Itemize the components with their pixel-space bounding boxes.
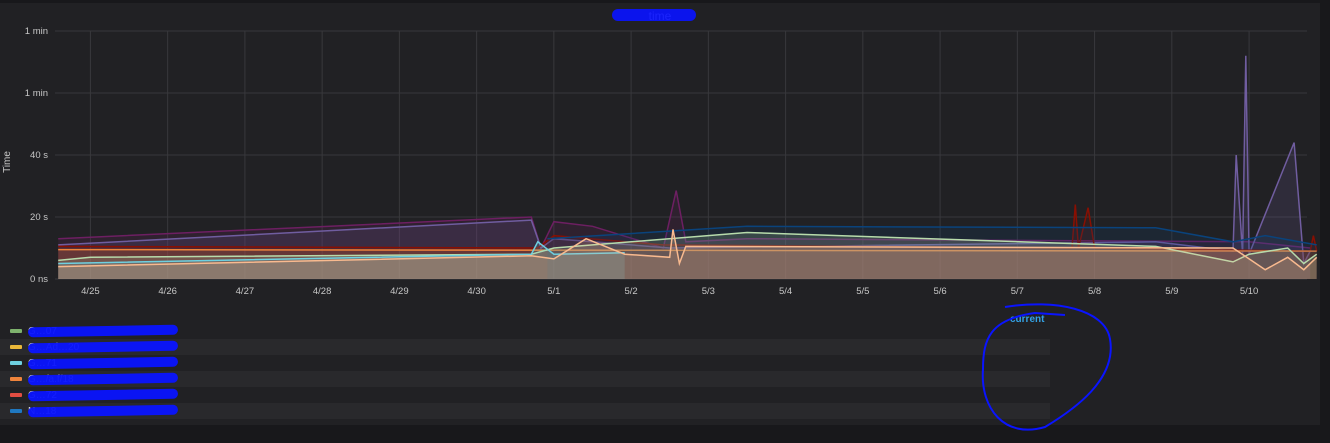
series-area <box>547 226 1317 279</box>
legend-item[interactable]: G…07 <box>0 323 1050 339</box>
label-redaction <box>27 372 179 386</box>
x-tick-label: 4/29 <box>390 286 409 297</box>
legend-table: G…07G…Ad…20G…71G…/a.f/18G…72N…18 <box>0 323 1050 419</box>
series-line <box>58 240 625 265</box>
legend-item[interactable]: G…/a.f/18 <box>0 371 1050 387</box>
y-tick-label: 1 min <box>25 88 48 99</box>
series-color-swatch[interactable] <box>10 409 22 413</box>
y-tick-label: 0 ns <box>30 274 48 285</box>
series-line <box>547 225 1317 246</box>
x-tick-label: 5/9 <box>1165 286 1178 297</box>
series-area <box>58 232 1317 279</box>
label-redaction <box>27 356 179 370</box>
label-redaction <box>27 340 179 354</box>
x-tick-label: 5/3 <box>702 286 715 297</box>
legend-item[interactable]: G…Ad…20 <box>0 339 1050 355</box>
x-tick-label: 5/6 <box>933 286 946 297</box>
label-redaction <box>27 404 179 418</box>
x-tick-label: 5/4 <box>779 286 792 297</box>
x-tick-label: 5/8 <box>1088 286 1101 297</box>
x-tick-label: 4/28 <box>313 286 332 297</box>
series-line <box>58 204 1318 252</box>
series-color-swatch[interactable] <box>10 377 22 381</box>
series-line <box>58 248 1317 252</box>
series-area <box>58 229 1317 279</box>
y-tick-label: 40 s <box>30 150 48 161</box>
x-tick-label: 5/7 <box>1011 286 1024 297</box>
x-tick-label: 5/10 <box>1240 286 1259 297</box>
series-line <box>58 229 1318 271</box>
series-color-swatch[interactable] <box>10 345 22 349</box>
x-tick-label: 5/1 <box>547 286 560 297</box>
series-area <box>58 204 1317 279</box>
x-tick-label: 5/5 <box>856 286 869 297</box>
y-axis-label: Time <box>2 151 13 173</box>
x-tick-label: 4/25 <box>81 286 100 297</box>
legend-item[interactable]: G…71 <box>0 355 1050 371</box>
x-tick-label: 5/2 <box>625 286 638 297</box>
x-tick-label: 4/26 <box>158 286 177 297</box>
y-tick-label: 1 min <box>25 26 48 37</box>
y-tick-label: 20 s <box>30 212 48 223</box>
legend-item[interactable]: N…18 <box>0 403 1050 419</box>
series-color-swatch[interactable] <box>10 361 22 365</box>
label-redaction <box>27 388 179 402</box>
series-color-swatch[interactable] <box>10 393 22 397</box>
label-redaction <box>27 324 179 338</box>
legend-item[interactable]: G…72 <box>0 387 1050 403</box>
series-line <box>58 231 1318 265</box>
x-tick-label: 4/27 <box>236 286 255 297</box>
time-series-chart[interactable]: 0 ns 20 s 40 s 1 min 1 min 4/25 4/26 4/27 4/28 4/… <box>0 0 1320 300</box>
series-color-swatch[interactable] <box>10 329 22 333</box>
x-tick-label: 4/30 <box>467 286 486 297</box>
